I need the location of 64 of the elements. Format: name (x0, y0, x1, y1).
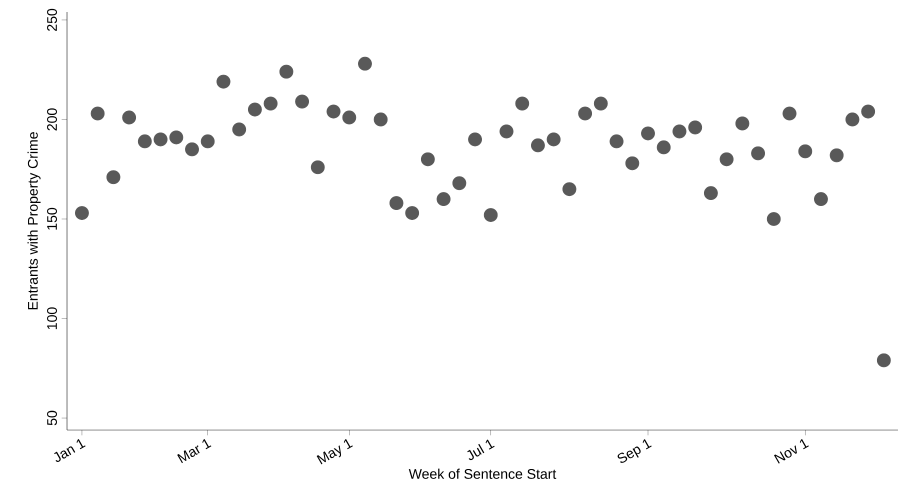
point (154, 132, 168, 146)
point (751, 146, 766, 160)
point (546, 132, 561, 146)
point (279, 64, 294, 79)
point (138, 134, 152, 148)
y-tick-label: 200 (47, 108, 57, 130)
point (264, 96, 278, 110)
point (295, 94, 310, 108)
x-tick-label: Nov 1 (774, 439, 809, 464)
y-tick-label: 50 (47, 410, 57, 426)
point (830, 148, 844, 162)
y-axis-title: Entrants with Property Crime (28, 132, 41, 310)
point (216, 74, 230, 89)
point (75, 206, 89, 220)
point (358, 56, 372, 71)
point (106, 170, 120, 184)
point (845, 112, 860, 126)
point (122, 110, 136, 124)
point (688, 120, 702, 134)
point (782, 106, 796, 120)
point (531, 138, 545, 152)
point (766, 212, 781, 226)
point (594, 96, 608, 110)
x-tick-label: Mar 1 (177, 439, 212, 464)
point (610, 134, 624, 148)
point (562, 182, 576, 196)
point (436, 192, 451, 206)
point (704, 186, 718, 200)
point (861, 104, 876, 118)
point (735, 116, 750, 130)
point (185, 142, 199, 156)
y-tick-label: 250 (47, 8, 57, 31)
point (641, 126, 655, 140)
y-tick-label: 100 (47, 307, 57, 330)
point (405, 206, 420, 220)
point (200, 134, 215, 148)
point (468, 132, 482, 146)
point (420, 152, 435, 166)
point (515, 96, 530, 110)
point (625, 156, 640, 170)
point (814, 192, 828, 206)
x-tick-label: Sep 1 (618, 439, 652, 463)
y-tick-label: 150 (47, 208, 57, 230)
point (310, 160, 325, 174)
point (374, 112, 388, 126)
point (500, 124, 514, 138)
point (90, 106, 105, 120)
point (672, 124, 686, 138)
point (389, 196, 404, 210)
point (656, 140, 671, 154)
point (798, 144, 812, 158)
point (232, 122, 246, 136)
point (720, 152, 734, 166)
point (484, 208, 498, 222)
x-tick-label: Jan 1 (54, 439, 86, 462)
point (169, 130, 184, 144)
point (248, 102, 262, 116)
point (342, 110, 356, 124)
point (326, 104, 340, 118)
x-tick-label: May 1 (316, 439, 353, 464)
point (452, 176, 466, 190)
x-tick-label: Jul 1 (467, 440, 495, 460)
x-axis-title: Week of Sentence Start (408, 468, 556, 479)
point (578, 106, 592, 120)
